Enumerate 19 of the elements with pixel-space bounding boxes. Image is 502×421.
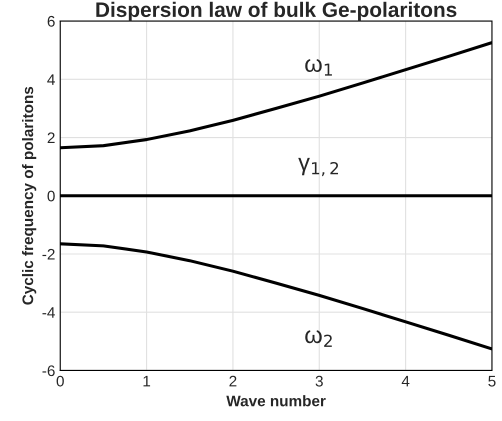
- x-tick-label: 3: [316, 376, 323, 387]
- x-axis-title: Wave number: [226, 395, 326, 406]
- x-tick-label: 5: [488, 376, 496, 387]
- y-tick-label: 4: [47, 74, 55, 85]
- y-tick-label: 2: [48, 132, 55, 144]
- y-tick-label: -6: [42, 365, 55, 376]
- x-tick-label: 0: [56, 376, 64, 387]
- y-tick-label: -4: [42, 307, 55, 318]
- series-label: γ$_{1,2}$: [298, 158, 338, 176]
- y-tick-label: 0: [47, 190, 55, 202]
- x-tick-label: 1: [144, 376, 150, 386]
- y-tick-label: 6: [48, 16, 55, 27]
- series-label: ω$_{2}$: [305, 330, 332, 347]
- x-tick-label: 2: [229, 376, 236, 386]
- chart-title: Dispersion law of bulk Ge-polaritons: [96, 2, 456, 22]
- x-tick-label: 4: [402, 376, 410, 386]
- series-label: ω$_{1}$: [305, 59, 332, 76]
- y-tick-label: -2: [42, 248, 55, 260]
- y-axis-title: Cyclic frequency of polaritons: [22, 86, 36, 305]
